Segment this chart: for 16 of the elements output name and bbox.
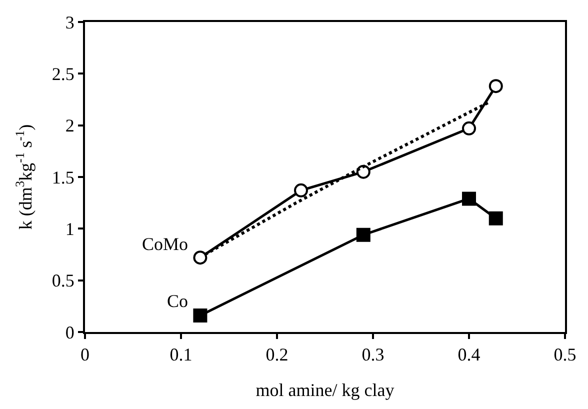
y-tick-label: 3 [65,12,74,32]
x-tick-label: 0.4 [458,344,480,365]
x-tick-label: 0.1 [170,344,192,365]
x-tick-label: 0.2 [266,344,288,365]
y-tick-label: 2.5 [52,64,74,84]
y-tick-label: 2 [65,116,74,136]
y-tick-label: 1 [65,218,74,239]
x-tick-label: 0 [80,344,90,365]
series-label: CoMo [142,234,188,254]
x-tick-label: 0.5 [554,344,576,365]
y-tick-label: 1.5 [52,167,74,188]
series-label: Co [167,291,188,311]
y-tick-label: 0.5 [52,270,74,291]
y-tick-label: 0 [65,322,74,342]
x-tick-label: 0.3 [362,344,384,365]
x-axis-title: mol amine/ kg clay [256,380,394,400]
